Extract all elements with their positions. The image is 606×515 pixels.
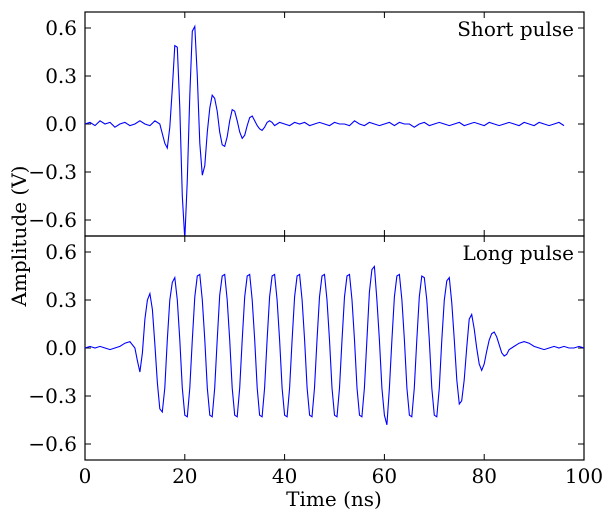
x-axis-title: Time (ns) <box>286 487 382 511</box>
x-tick-label: 40 <box>272 464 297 488</box>
bottom-panel-y-tick-labels: 0.6 0.3 0.0 −0.3 −0.6 <box>28 240 77 456</box>
top-panel-series-line <box>85 24 565 236</box>
bottom-panel-ticks <box>84 236 585 460</box>
top-panel-label: Short pulse <box>457 17 574 41</box>
y-tick-label: −0.3 <box>28 160 77 184</box>
y-tick-label: 0.6 <box>45 240 77 264</box>
y-axis-title: Amplitude (V) <box>7 166 31 308</box>
y-tick-label: 0.0 <box>45 336 77 360</box>
x-tick-label: 0 <box>79 464 92 488</box>
x-tick-label: 20 <box>172 464 197 488</box>
x-tick-label: 60 <box>372 464 397 488</box>
x-tick-label: 100 <box>565 464 603 488</box>
y-tick-label: −0.3 <box>28 384 77 408</box>
bottom-panel-series-line <box>85 264 584 425</box>
x-tick-label: 80 <box>471 464 496 488</box>
top-panel: 0.6 0.3 0.0 −0.3 −0.6 Short pulse <box>28 11 585 237</box>
x-tick-labels: 0 20 40 60 80 100 <box>79 464 603 488</box>
bottom-panel-label: Long pulse <box>462 241 574 265</box>
y-tick-label: 0.0 <box>45 112 77 136</box>
y-tick-label: −0.6 <box>28 432 77 456</box>
y-tick-label: 0.3 <box>45 288 77 312</box>
bottom-panel-frame <box>84 235 585 461</box>
top-panel-y-tick-labels: 0.6 0.3 0.0 −0.3 −0.6 <box>28 16 77 232</box>
bottom-panel: 0.6 0.3 0.0 −0.3 −0.6 Long pulse <box>28 235 585 461</box>
y-tick-label: −0.6 <box>28 208 77 232</box>
y-tick-label: 0.3 <box>45 64 77 88</box>
y-tick-label: 0.6 <box>45 16 77 40</box>
